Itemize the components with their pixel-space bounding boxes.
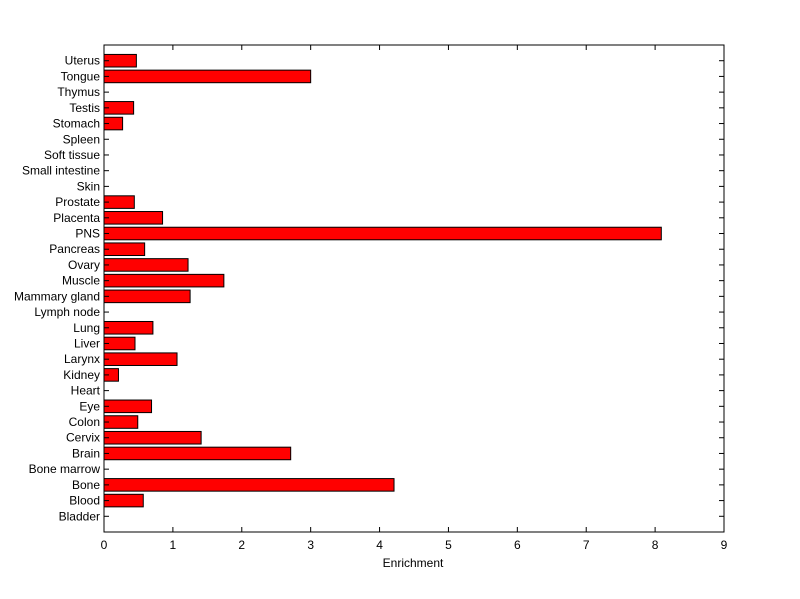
y-tick-label-skin: Skin [77,179,100,193]
y-tick-label-brain: Brain [72,446,100,460]
y-tick-label-placenta: Placenta [53,211,100,225]
x-tick-label-5: 5 [445,538,452,552]
x-tick-label-8: 8 [652,538,659,552]
y-tick-label-bladder: Bladder [59,509,100,523]
bar-placenta [103,211,164,225]
y-tick-label-bone: Bone [72,478,100,492]
y-tick-label-thymus: Thymus [57,85,100,99]
y-tick-label-eye: Eye [79,399,100,413]
y-tick-label-tongue: Tongue [61,69,101,83]
y-tick-label-lung: Lung [73,321,100,335]
y-tick-label-small-intestine: Small intestine [22,164,100,178]
y-tick-label-pns: PNS [75,227,100,241]
y-tick-label-kidney: Kidney [63,368,100,382]
bar-ovary [103,258,189,272]
x-tick-label-2: 2 [238,538,245,552]
y-tick-label-lymph-node: Lymph node [34,305,100,319]
y-tick-label-soft-tissue: Soft tissue [44,148,100,162]
bar-bone [103,478,395,492]
y-tick-label-testis: Testis [69,101,100,115]
x-tick-label-0: 0 [101,538,108,552]
y-tick-label-uterus: Uterus [65,54,100,68]
x-tick-label-6: 6 [514,538,521,552]
bar-lung [103,320,154,335]
y-tick-label-larynx: Larynx [64,352,100,366]
y-tick-label-spleen: Spleen [63,132,100,146]
y-tick-label-cervix: Cervix [66,431,100,445]
y-tick-label-pancreas: Pancreas [49,242,100,256]
bar-larynx [103,352,178,366]
x-tick-label-3: 3 [307,538,314,552]
y-tick-label-stomach: Stomach [53,117,100,131]
x-tick-label-4: 4 [376,538,383,552]
bar-tongue [103,69,312,84]
bar-cervix [103,430,202,445]
bar-mammary-gland [103,289,191,304]
bar-pns [103,226,662,241]
bar-colon [103,415,139,429]
bar-pancreas [103,242,146,257]
y-tick-label-liver: Liver [74,336,100,350]
bar-blood [103,493,144,508]
y-tick-label-ovary: Ovary [68,258,100,272]
bar-muscle [103,273,225,288]
x-tick-label-1: 1 [170,538,177,552]
y-tick-label-heart: Heart [71,384,101,398]
y-tick-label-prostate: Prostate [55,195,100,209]
bar-brain [103,446,292,461]
y-tick-label-bone-marrow: Bone marrow [29,462,101,476]
y-tick-label-mammary-gland: Mammary gland [14,289,100,303]
x-tick-label-9: 9 [721,538,728,552]
y-tick-label-muscle: Muscle [62,274,100,288]
plot-frame [103,44,725,533]
x-axis-label: Enrichment [383,556,444,570]
bar-eye [103,399,153,414]
y-tick-label-blood: Blood [69,494,100,508]
y-tick-label-colon: Colon [69,415,100,429]
x-tick-label-7: 7 [583,538,590,552]
